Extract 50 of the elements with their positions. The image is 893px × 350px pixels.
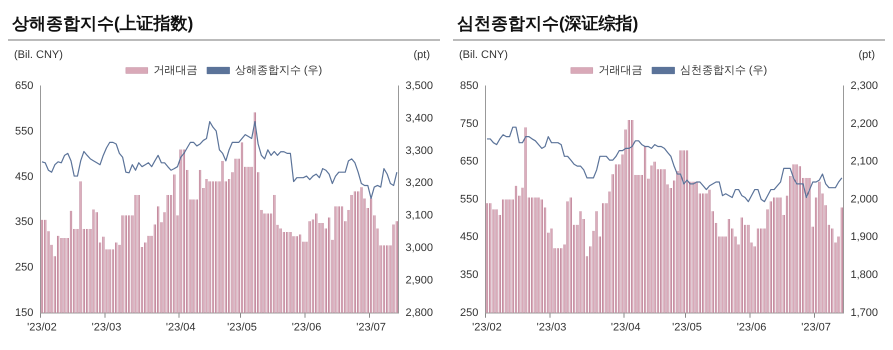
x-tick-label: '23/06	[292, 321, 322, 334]
x-tick-label: '23/03	[92, 321, 122, 334]
y2-tick-label: 1,700	[850, 306, 878, 319]
y-tick-label: 450	[14, 170, 34, 183]
x-tick-label: '23/03	[536, 321, 566, 334]
y-tick-label: 250	[14, 261, 34, 274]
legend-label: 심천종합지수 (우)	[680, 64, 768, 77]
y-tick-label: 450	[460, 231, 478, 244]
y2-tick-label: 1,900	[850, 231, 878, 244]
y2-tick-label: 2,900	[405, 274, 434, 286]
y2-tick-label: 2,200	[850, 118, 878, 130]
chart-title: 심천종합지수(深证综指)	[453, 8, 885, 41]
y2-tick-label: 2,100	[850, 156, 878, 168]
y2-tick-label: 2,800	[405, 306, 434, 319]
x-tick-label: '23/05	[227, 321, 257, 334]
y-axis-title: (Bil. CNY)	[14, 49, 63, 61]
y2-tick-label: 3,400	[405, 112, 434, 124]
x-tick-label: '23/04	[610, 321, 641, 334]
y2-tick-label: 2,000	[850, 193, 878, 206]
x-tick-label: '23/07	[801, 321, 831, 334]
y2-tick-label: 3,000	[405, 242, 434, 254]
y-tick-label: 550	[460, 193, 478, 206]
y2-axis-title: (pt)	[858, 49, 875, 61]
x-tick-label: '23/06	[736, 321, 766, 334]
y-tick-label: 350	[460, 269, 478, 282]
x-tick-label: '23/07	[356, 321, 386, 334]
y-tick-label: 250	[460, 306, 478, 319]
y2-tick-label: 3,500	[405, 80, 434, 92]
x-tick-label: '23/02	[472, 321, 502, 334]
y-tick-label: 150	[14, 306, 34, 319]
y-tick-label: 650	[460, 156, 478, 168]
y2-tick-label: 3,200	[405, 177, 434, 190]
legend-label: 거래대금	[153, 64, 198, 77]
y2-tick-label: 1,800	[850, 269, 878, 282]
y-tick-label: 750	[460, 118, 478, 130]
x-tick-label: '23/02	[27, 321, 57, 334]
legend-label: 상해종합지수 (우)	[234, 64, 322, 77]
chart-title: 상해종합지수(上证指数)	[8, 8, 440, 41]
legend-label: 거래대금	[598, 64, 642, 77]
y2-tick-label: 3,100	[405, 210, 434, 222]
y-tick-label: 350	[14, 216, 34, 228]
y2-tick-label: 3,300	[405, 144, 434, 157]
y-tick-label: 650	[14, 80, 34, 92]
x-tick-label: '23/04	[166, 321, 196, 334]
y-tick-label: 850	[460, 80, 478, 92]
y2-tick-label: 2,300	[850, 80, 878, 92]
x-tick-label: '23/05	[672, 321, 702, 334]
y-axis-title: (Bil. CNY)	[459, 49, 508, 61]
y2-axis-title: (pt)	[414, 49, 430, 61]
y-tick-label: 550	[14, 125, 34, 138]
